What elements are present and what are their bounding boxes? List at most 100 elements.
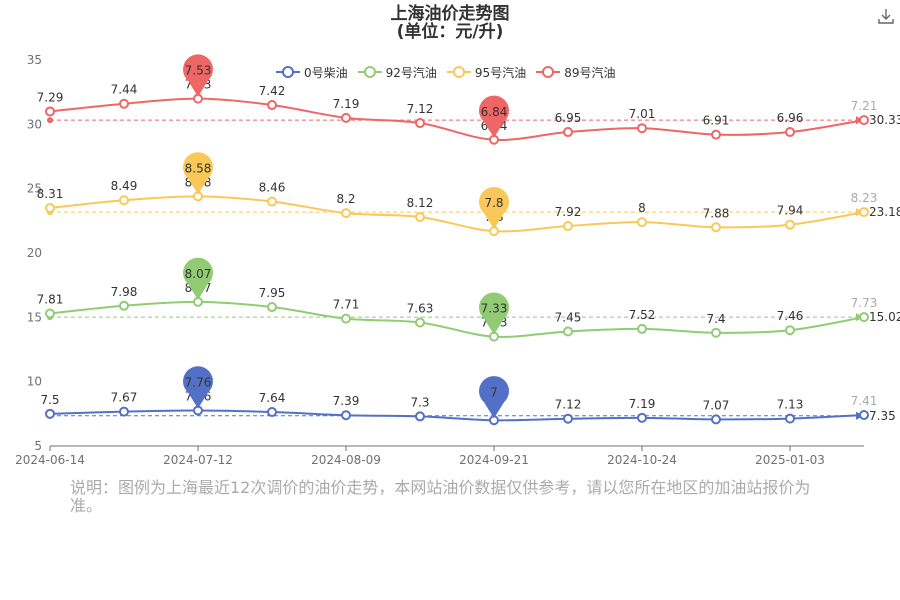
data-label: 6.96 [777, 111, 804, 125]
data-point [563, 326, 573, 337]
legend-item-gasoline-95[interactable]: 95号汽油 [446, 64, 527, 81]
data-point [341, 313, 351, 324]
data-label: 7.46 [777, 309, 804, 323]
data-label: 7.81 [37, 292, 64, 306]
legend-item-gasoline-89[interactable]: 89号汽油 [536, 64, 615, 81]
data-point [637, 412, 647, 423]
data-point [859, 115, 869, 126]
average-label: 7.35 [869, 409, 896, 423]
data-point [415, 211, 425, 222]
data-label: 7.67 [111, 391, 138, 405]
data-point [637, 323, 647, 334]
data-point [119, 195, 129, 206]
data-point [711, 327, 721, 338]
average-label: 23.18 [869, 205, 900, 219]
data-point [785, 127, 795, 138]
data-point [119, 300, 129, 311]
min-marker-label: 7.8 [484, 196, 503, 210]
data-point [119, 98, 129, 109]
data-label: 7.98 [111, 285, 138, 299]
data-point [267, 407, 277, 418]
data-point [563, 127, 573, 138]
max-marker [183, 366, 213, 409]
data-point [119, 406, 129, 417]
data-label: 7.73 [851, 296, 878, 310]
data-label: 7.64 [259, 391, 286, 405]
data-label: 7.19 [629, 397, 656, 411]
y-tick-label: 30 [27, 117, 42, 131]
data-label: 7.07 [703, 398, 730, 412]
max-marker-label: 8.58 [185, 161, 212, 175]
data-point [711, 222, 721, 233]
data-label: 7.01 [629, 107, 656, 121]
data-point [637, 217, 647, 228]
data-label: 7.88 [703, 206, 730, 220]
data-label: 7.29 [37, 90, 64, 104]
data-point [785, 219, 795, 230]
legend-item-gasoline-92[interactable]: 92号汽油 [357, 64, 437, 81]
data-point [415, 411, 425, 422]
data-label: 7.44 [111, 83, 138, 97]
data-label: 8.46 [259, 181, 286, 195]
data-point [859, 409, 869, 420]
min-marker-label: 7 [490, 385, 498, 399]
min-marker-label: 7.33 [481, 302, 508, 316]
data-label: 8.31 [37, 187, 64, 201]
data-point [859, 312, 869, 323]
legend-item-diesel-0[interactable]: 0号柴油 [276, 64, 348, 81]
data-label: 7.21 [851, 99, 878, 113]
data-label: 7.95 [259, 286, 286, 300]
max-marker [183, 257, 213, 300]
data-point [341, 208, 351, 219]
data-label: 7.71 [333, 298, 360, 312]
data-point [563, 220, 573, 231]
average-start [47, 117, 53, 124]
min-marker [478, 292, 509, 335]
data-label: 7.3 [410, 395, 429, 409]
data-label: 7.45 [555, 310, 582, 324]
data-label: 8 [638, 201, 646, 215]
data-label: 8.2 [336, 192, 355, 206]
data-point [341, 112, 351, 123]
legend-marker-icon [446, 66, 471, 78]
x-tick-label: 2024-07-12 [163, 453, 233, 467]
x-tick-label: 2024-10-24 [607, 453, 677, 467]
legend: 0号柴油 92号汽油 95号汽油 89号汽油 [276, 63, 625, 81]
data-label: 8.23 [851, 191, 878, 205]
min-marker [479, 376, 510, 419]
min-marker-label: 6.84 [481, 105, 508, 119]
data-label: 7.39 [333, 394, 360, 408]
data-label: 6.95 [555, 111, 582, 125]
y-tick-label: 20 [27, 246, 42, 260]
x-tick-label: 2024-06-14 [15, 453, 85, 467]
data-label: 7.5 [40, 393, 59, 407]
data-point [711, 414, 721, 425]
data-point [45, 202, 55, 213]
series-line [49, 195, 865, 233]
series-line [49, 300, 865, 338]
legend-marker-icon [357, 66, 382, 78]
max-marker [183, 54, 213, 97]
data-label: 6.91 [703, 114, 730, 128]
legend-marker-icon [276, 66, 300, 78]
x-tick-label: 2024-08-09 [311, 453, 381, 467]
x-tick-label: 2024-09-21 [459, 453, 529, 467]
legend-label: 95号汽油 [474, 65, 527, 80]
data-point [785, 325, 795, 336]
chart-note: 说明：图例为上海最近12次调价的油价走势，本网站油价数据仅供参考，请以您所在地区… [70, 478, 811, 515]
chart-title: 上海油价走势图 [390, 4, 510, 24]
y-tick-label: 25 [27, 182, 42, 196]
data-point [267, 100, 277, 111]
data-label: 7.41 [851, 394, 878, 408]
series-line [49, 97, 865, 141]
data-point [45, 106, 55, 117]
chart-subtitle: (单位：元/升) [396, 22, 504, 42]
legend-label: 92号汽油 [385, 65, 437, 80]
data-point [45, 408, 55, 419]
download-icon[interactable] [876, 6, 896, 26]
data-label: 7.92 [555, 205, 582, 219]
legend-marker-icon [536, 66, 561, 78]
data-point [637, 123, 647, 134]
data-label: 7.52 [629, 308, 656, 322]
data-label: 7.12 [407, 102, 434, 116]
